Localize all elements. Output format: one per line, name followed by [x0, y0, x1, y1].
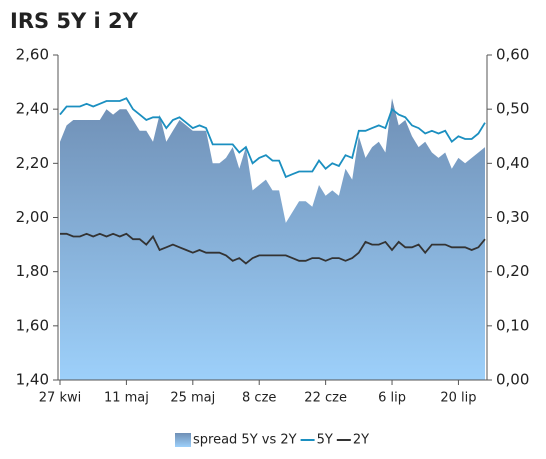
y2-tick-label: 0,30: [496, 208, 529, 226]
y-tick-label: 1,80: [16, 262, 49, 280]
y2-tick-label: 0,60: [496, 46, 529, 64]
x-tick-label: 27 kwi: [39, 391, 81, 406]
y2-tick-label: 0,50: [496, 100, 529, 118]
y2-tick-label: 0,10: [496, 316, 529, 334]
y2-tick-label: 0,00: [496, 371, 529, 389]
y-tick-label: 2,00: [16, 208, 49, 226]
x-tick-label: 8 cze: [242, 391, 276, 406]
legend-label: spread 5Y vs 2Y: [193, 433, 297, 448]
legend-swatch: [175, 433, 191, 447]
y-tick-label: 1,40: [16, 371, 49, 389]
chart-title: IRS 5Y i 2Y: [10, 9, 139, 33]
x-tick-label: 22 cze: [304, 391, 347, 406]
x-tick-label: 20 lip: [440, 391, 476, 406]
legend-label: 5Y: [317, 433, 333, 448]
x-tick-label: 11 maj: [104, 391, 149, 406]
spread-area: [60, 98, 485, 381]
y-tick-label: 2,60: [16, 46, 49, 64]
x-tick-label: 6 lip: [378, 391, 406, 406]
legend-label: 2Y: [353, 433, 369, 448]
y-tick-label: 1,60: [16, 316, 49, 334]
y2-tick-label: 0,40: [496, 154, 529, 172]
y-tick-label: 2,20: [16, 154, 49, 172]
y2-tick-label: 0,20: [496, 262, 529, 280]
x-tick-label: 25 maj: [170, 391, 215, 406]
line-5y: [59, 97, 486, 179]
y-tick-label: 2,40: [16, 100, 49, 118]
line-2y: [60, 232, 486, 265]
